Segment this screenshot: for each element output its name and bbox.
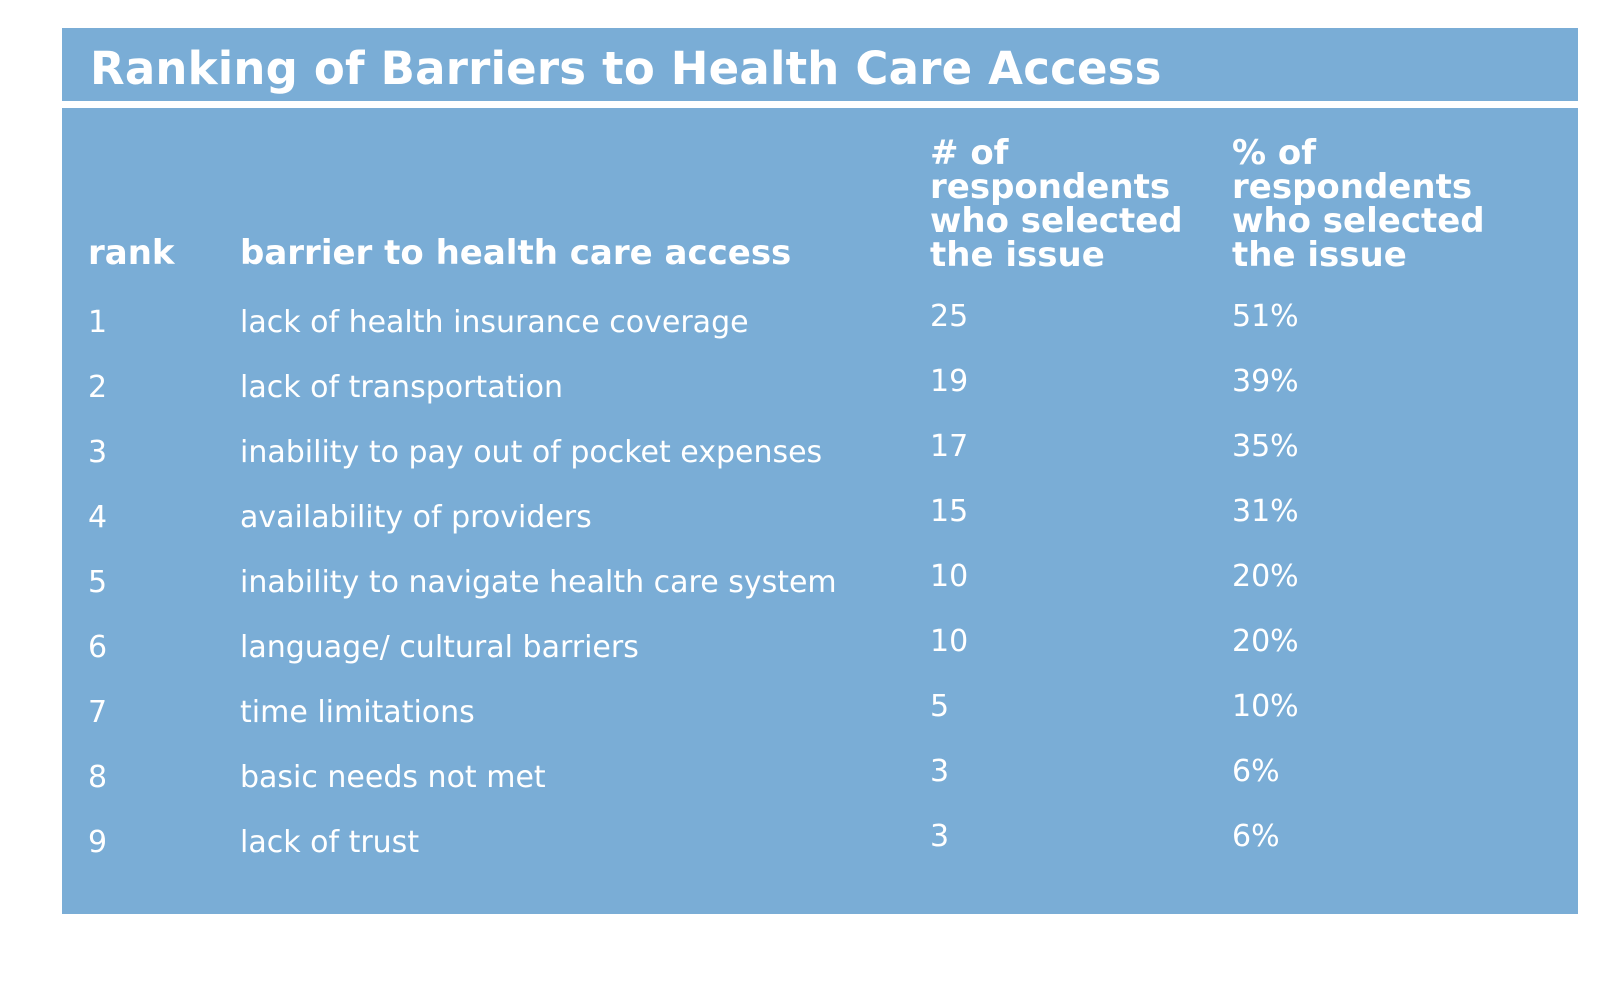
header-pct-line-1: % of	[1232, 133, 1317, 173]
barriers-table: rank barrier to health care access # of …	[62, 108, 1578, 914]
row-3-barrier: inability to pay out of pocket expenses	[240, 435, 823, 470]
row-5-count: 10	[930, 559, 969, 594]
header-barrier: barrier to health care access	[240, 233, 792, 273]
row-7-barrier: time limitations	[240, 695, 475, 730]
header-count-line-4: the issue	[930, 235, 1105, 275]
row-6-barrier: language/ cultural barriers	[240, 630, 639, 665]
row-1-count: 25	[930, 299, 969, 334]
row-8-rank: 8	[88, 760, 108, 795]
row-9-barrier: lack of trust	[240, 825, 420, 860]
row-4-rank: 4	[88, 500, 108, 535]
header-percent: % of respondents who selected the issue	[1232, 136, 1532, 272]
row-4-percent: 31%	[1232, 494, 1299, 529]
row-7-count: 5	[930, 689, 950, 724]
row-5-percent: 20%	[1232, 559, 1299, 594]
row-7-rank: 7	[88, 695, 108, 730]
row-4-barrier: availability of providers	[240, 500, 592, 535]
table-title: Ranking of Barriers to Health Care Acces…	[90, 42, 1162, 95]
row-2-rank: 2	[88, 370, 108, 405]
row-2-barrier: lack of transportation	[240, 370, 564, 405]
row-3-percent: 35%	[1232, 429, 1299, 464]
row-8-count: 3	[930, 754, 950, 789]
row-8-percent: 6%	[1232, 754, 1280, 789]
header-pct-line-3: who selected	[1232, 201, 1485, 241]
header-pct-line-2: respondents	[1232, 167, 1473, 207]
row-6-percent: 20%	[1232, 624, 1299, 659]
row-9-percent: 6%	[1232, 819, 1280, 854]
row-3-rank: 3	[88, 435, 108, 470]
row-1-barrier: lack of health insurance coverage	[240, 305, 749, 340]
row-1-rank: 1	[88, 305, 108, 340]
header-count: # of respondents who selected the issue	[930, 136, 1220, 272]
header-count-line-2: respondents	[930, 167, 1171, 207]
row-9-count: 3	[930, 819, 950, 854]
row-5-rank: 5	[88, 565, 108, 600]
row-9-rank: 9	[88, 825, 108, 860]
row-4-count: 15	[930, 494, 969, 529]
row-2-percent: 39%	[1232, 364, 1299, 399]
title-bar: Ranking of Barriers to Health Care Acces…	[62, 28, 1578, 101]
header-count-line-3: who selected	[930, 201, 1183, 241]
header-pct-line-4: the issue	[1232, 235, 1407, 275]
row-3-count: 17	[930, 429, 969, 464]
row-2-count: 19	[930, 364, 969, 399]
row-8-barrier: basic needs not met	[240, 760, 546, 795]
header-count-line-1: # of	[930, 133, 1009, 173]
row-6-count: 10	[930, 624, 969, 659]
row-7-percent: 10%	[1232, 689, 1299, 724]
row-5-barrier: inability to navigate health care system	[240, 565, 837, 600]
row-6-rank: 6	[88, 630, 108, 665]
row-1-percent: 51%	[1232, 299, 1299, 334]
header-rank: rank	[88, 233, 175, 273]
